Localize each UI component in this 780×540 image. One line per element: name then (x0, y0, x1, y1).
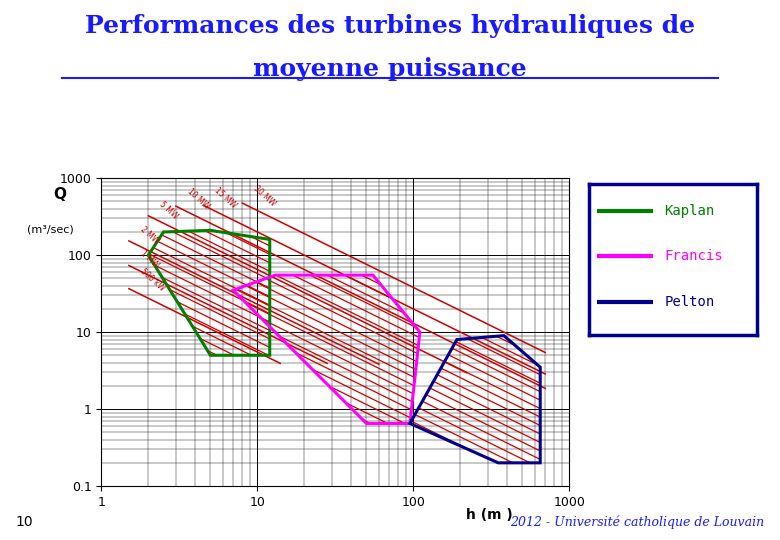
Text: moyenne puissance: moyenne puissance (254, 57, 526, 80)
Text: Kaplan: Kaplan (665, 204, 714, 218)
Text: (m³/sec): (m³/sec) (27, 225, 73, 234)
Text: 2 MW: 2 MW (138, 225, 160, 246)
Text: Pelton: Pelton (665, 294, 714, 308)
Text: 2012 - Université catholique de Louvain: 2012 - Université catholique de Louvain (510, 516, 764, 529)
Text: 5 MW: 5 MW (158, 199, 179, 220)
Text: 10: 10 (16, 515, 34, 529)
Text: 30 MW: 30 MW (252, 184, 277, 208)
Text: Francis: Francis (665, 249, 723, 263)
Text: Performances des turbines hydrauliques de: Performances des turbines hydrauliques d… (85, 14, 695, 37)
Text: 15 MW: 15 MW (213, 186, 238, 210)
Text: h (m ): h (m ) (466, 508, 513, 522)
Text: 1 MW: 1 MW (138, 249, 160, 270)
Text: 10 MW: 10 MW (186, 187, 211, 211)
Text: 500 kW: 500 kW (138, 267, 166, 293)
Text: Q: Q (53, 187, 66, 202)
